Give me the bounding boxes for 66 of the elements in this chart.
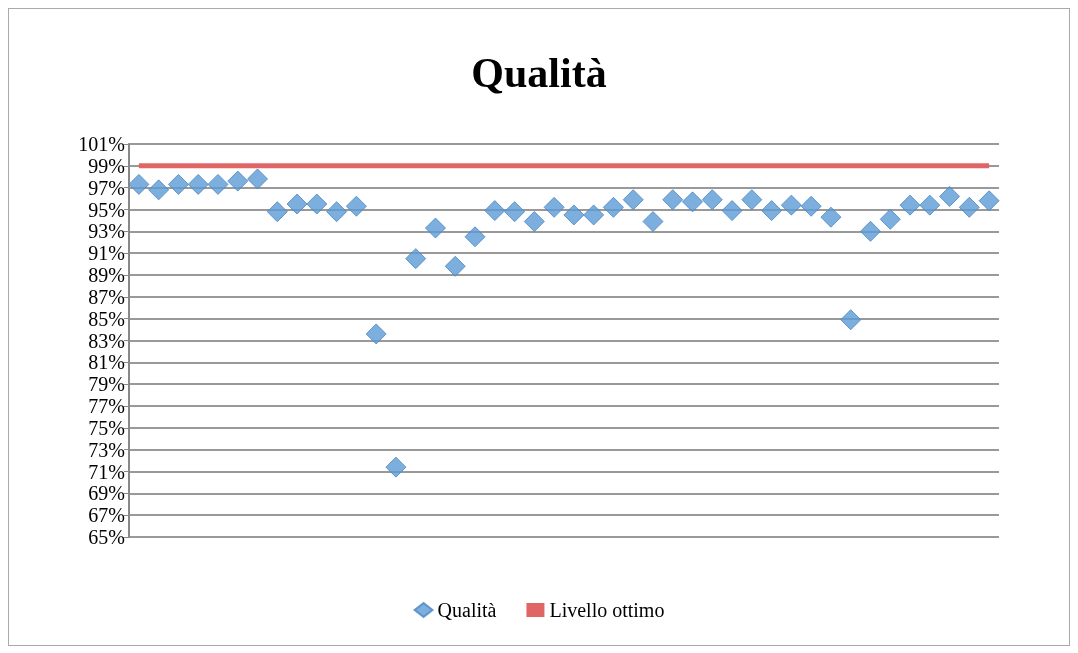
y-tick-label: 97%	[88, 176, 125, 199]
y-tick-label: 89%	[88, 264, 125, 286]
y-tick-label: 67%	[88, 504, 125, 527]
y-tick-label: 95%	[88, 198, 125, 221]
point	[266, 201, 288, 223]
point	[187, 173, 209, 195]
point	[128, 173, 150, 195]
point	[424, 217, 446, 239]
point	[306, 193, 328, 215]
point	[167, 173, 189, 195]
chart-title: Qualità	[471, 50, 607, 96]
point	[405, 248, 427, 270]
point	[899, 194, 921, 216]
point	[780, 194, 802, 216]
point	[642, 211, 664, 233]
y-tick-label: 91%	[88, 242, 125, 265]
point	[761, 200, 783, 222]
point	[523, 211, 545, 233]
point	[326, 201, 348, 223]
legend-label: Livello ottimo	[549, 599, 665, 621]
y-tick-label: 81%	[88, 351, 125, 374]
point	[148, 179, 170, 201]
y-tick-label: 71%	[88, 460, 125, 483]
y-tick-label: 69%	[88, 482, 125, 505]
point	[484, 200, 506, 222]
point	[701, 189, 723, 211]
point	[958, 196, 980, 218]
point	[978, 190, 1000, 212]
point	[365, 323, 387, 345]
y-tick-label: 101%	[78, 133, 125, 155]
point	[721, 200, 743, 222]
point	[840, 309, 862, 331]
point	[286, 193, 308, 215]
y-tick-label: 93%	[88, 220, 125, 243]
point	[939, 185, 961, 207]
point	[227, 170, 249, 192]
point	[385, 456, 407, 478]
point	[662, 189, 684, 211]
point	[543, 196, 565, 218]
legend-label: Qualità	[437, 599, 497, 621]
y-tick-label: 79%	[88, 373, 125, 396]
y-tick-label: 87%	[88, 285, 125, 308]
y-tick-label: 65%	[88, 526, 125, 548]
point	[444, 255, 466, 277]
point	[563, 204, 585, 226]
point	[207, 173, 229, 195]
point	[345, 195, 367, 217]
point	[602, 196, 624, 218]
point	[859, 220, 881, 242]
point	[741, 189, 763, 211]
point	[247, 168, 269, 190]
y-tick-label: 77%	[88, 395, 125, 417]
point	[820, 206, 842, 228]
y-tick-label: 75%	[88, 416, 125, 439]
point	[800, 195, 822, 217]
y-tick-label: 83%	[88, 329, 125, 352]
point	[682, 191, 704, 213]
point	[583, 204, 605, 226]
point	[879, 208, 901, 230]
y-tick-label: 73%	[88, 438, 125, 461]
y-tick-label: 85%	[88, 307, 125, 330]
y-tick-label: 99%	[88, 154, 125, 177]
point	[622, 189, 644, 211]
point	[919, 194, 941, 216]
point	[464, 226, 486, 248]
point	[504, 201, 526, 223]
